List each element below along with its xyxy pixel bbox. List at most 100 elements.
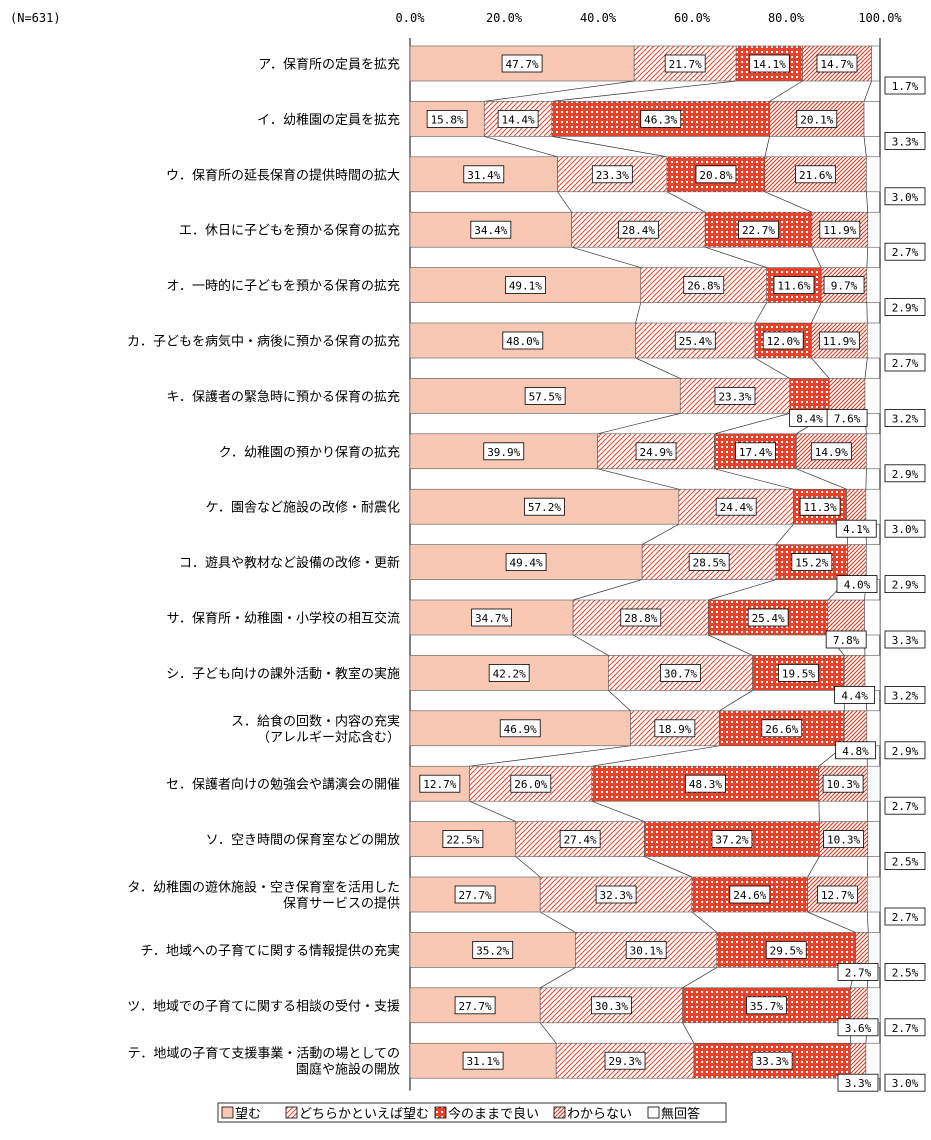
data-label: 3.2% [892, 689, 919, 702]
data-label-box [823, 276, 865, 295]
category-label: コ．遊具や教材など設備の改修・更新 [179, 555, 400, 571]
data-label-box [674, 331, 716, 350]
data-label: 3.6% [845, 1022, 872, 1035]
data-label: 46.9% [504, 723, 537, 736]
data-label: 11.3% [804, 501, 837, 514]
data-label: 7.6% [834, 412, 861, 425]
data-label: 30.7% [664, 667, 697, 680]
data-label: 24.4% [720, 501, 753, 514]
data-label-box [751, 1051, 793, 1070]
data-label-box [620, 608, 662, 627]
bar-segment [867, 322, 881, 359]
data-label-box [884, 907, 926, 926]
category-label: テ．地域の子育て支援事業・活動の場としての [128, 1046, 400, 1062]
data-label-box [799, 497, 841, 516]
data-label: 2.9% [892, 745, 919, 758]
connector-line [866, 911, 869, 933]
data-label-box [791, 553, 833, 571]
data-label: 3.3% [892, 634, 919, 647]
category-label: ク．幼稚園の預かり保育の拡充 [219, 444, 400, 460]
data-label: 49.1% [509, 280, 542, 293]
data-label: 10.3% [827, 834, 860, 847]
data-label-box [472, 941, 514, 959]
data-label: 2.7% [892, 800, 919, 813]
bar-segment [850, 987, 868, 1024]
data-label: 22.5% [446, 834, 479, 847]
data-label: 25.4% [679, 335, 712, 348]
data-label: 2.7% [892, 246, 919, 259]
data-label-box [884, 298, 926, 317]
x-tick-label: 0.0% [396, 11, 426, 25]
data-label-box [471, 608, 512, 627]
data-label-box [884, 630, 926, 649]
data-label: 28.4% [622, 224, 655, 237]
data-label: 30.1% [630, 944, 663, 957]
data-labels: 47.7% 21.7% 14.1% 14.7% 1.7% 15.8% 14.4% 46.3% 2… [419, 54, 926, 1092]
data-label: 2.9% [892, 468, 919, 481]
data-label: 26.0% [514, 778, 547, 791]
connector-line [572, 634, 609, 656]
data-label-box [454, 885, 496, 904]
data-label: 11.9% [823, 224, 856, 237]
data-label: 21.7% [669, 58, 702, 71]
data-label-box [884, 741, 926, 760]
legend-swatch [647, 1106, 660, 1119]
data-label: 11.6% [777, 280, 810, 293]
bar-segment [575, 932, 718, 968]
connector-line [714, 468, 794, 490]
data-label: 37.2% [715, 834, 748, 847]
data-label-box [470, 220, 512, 239]
data-label-box [488, 664, 530, 682]
data-label: 14.1% [753, 58, 786, 71]
x-tick-label: 60.0% [674, 11, 711, 25]
data-label: 26.6% [765, 723, 798, 736]
connector-line [714, 413, 790, 435]
data-label-box [835, 519, 877, 538]
category-label: ケ．園舎など施設の改修・耐震化 [206, 500, 400, 516]
data-label: 30.3% [595, 1000, 628, 1013]
x-tick-label: 20.0% [486, 11, 523, 25]
bar-segment [789, 378, 830, 414]
data-label: 42.2% [493, 667, 526, 680]
data-label-box [836, 575, 878, 593]
bar-segment [864, 378, 881, 414]
data-label-box [884, 852, 926, 870]
data-label: 10.3% [827, 778, 860, 791]
bar-segment [409, 267, 642, 303]
connector-line [691, 911, 718, 933]
bar-segment [409, 211, 572, 248]
data-label-box [591, 165, 633, 184]
category-label: （アレルギー対応含む） [257, 729, 400, 745]
connector-line [864, 357, 868, 379]
data-label: 29.3% [608, 1055, 641, 1068]
data-label: 2.7% [845, 966, 872, 979]
x-tick-label: 80.0% [768, 11, 805, 25]
data-label-box [884, 686, 926, 704]
data-label: 48.3% [689, 778, 722, 791]
bar-segment [871, 45, 880, 82]
category-label: オ．一時的に子どもを預かる保育の拡充 [167, 278, 400, 294]
legend-frame [217, 1102, 727, 1123]
data-label: 33.3% [756, 1055, 789, 1068]
legend-label: わからない [567, 1107, 632, 1122]
connector-line [591, 800, 645, 822]
data-label: 2.5% [892, 966, 919, 979]
bar-segment [865, 488, 881, 525]
data-label: 22.7% [742, 224, 775, 237]
connector-line [796, 468, 847, 490]
data-label-box [501, 54, 543, 73]
data-label-box [810, 442, 852, 461]
connector-lines [469, 80, 872, 1044]
connector-line [866, 191, 869, 213]
data-label: 14.7% [820, 58, 853, 71]
data-label: 3.0% [892, 191, 919, 204]
data-label: 15.2% [795, 557, 828, 570]
data-label-box [505, 553, 547, 571]
data-label: 7.8% [833, 634, 860, 647]
connector-line [515, 856, 541, 878]
data-label-box [660, 664, 701, 682]
x-tick-label: 100.0% [858, 11, 902, 25]
bar-segment [843, 710, 868, 747]
bar-segment [863, 101, 880, 137]
data-label: 28.5% [693, 557, 726, 570]
